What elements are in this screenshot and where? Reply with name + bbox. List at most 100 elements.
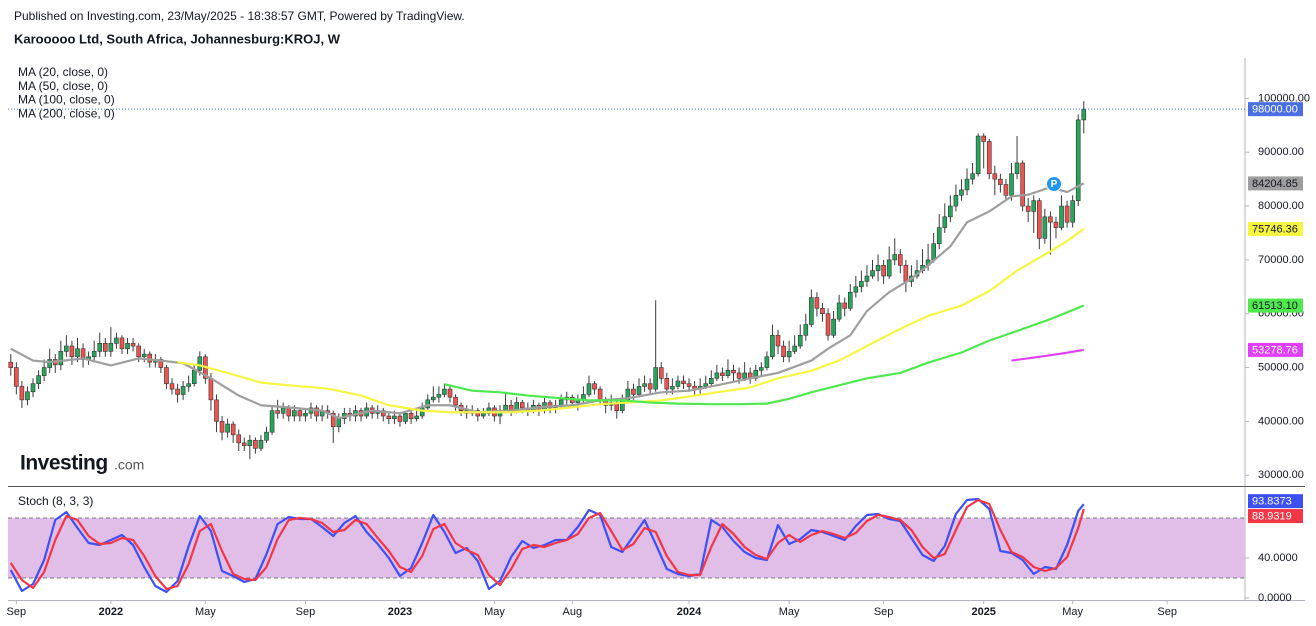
- x-tick-label: 2022: [99, 606, 123, 618]
- candle-body: [147, 353, 153, 363]
- candle-body: [41, 367, 47, 376]
- candle-body: [425, 399, 431, 409]
- candle-body: [141, 353, 147, 358]
- candle-body: [892, 254, 898, 261]
- logo-brand: Investing: [20, 452, 108, 475]
- candle-body: [442, 388, 447, 395]
- candle-body: [225, 423, 230, 433]
- candle-body: [397, 415, 403, 422]
- x-tick-label: May: [1062, 606, 1083, 618]
- last-value-box: [1248, 102, 1303, 117]
- legend-entry: MA (200, close, 0): [18, 106, 115, 120]
- candle-body: [770, 334, 775, 358]
- y-tick-label: 80000.00: [1258, 200, 1304, 212]
- event-marker: [1046, 176, 1062, 192]
- last-value-box: [1248, 494, 1303, 509]
- candle-body: [759, 367, 764, 371]
- last-value-label: 93.8373: [1252, 496, 1292, 508]
- candle-body: [214, 399, 219, 422]
- candle-body: [208, 378, 214, 401]
- candle-body: [708, 378, 714, 385]
- last-value-label: 88.9319: [1252, 510, 1292, 522]
- candle-body: [297, 410, 303, 417]
- last-value-box: [1248, 298, 1303, 313]
- legend-entry: MA (100, close, 0): [18, 93, 115, 107]
- candle-body: [253, 439, 258, 449]
- candle-body: [725, 369, 731, 376]
- y-tick-label: 70000.00: [1258, 254, 1304, 266]
- candle-body: [658, 367, 664, 379]
- candle-body: [191, 369, 197, 385]
- candle-body: [386, 415, 392, 420]
- candle-body: [1064, 205, 1070, 223]
- candle-body: [47, 359, 52, 368]
- last-value-box: [1248, 509, 1303, 524]
- y-tick-label: 0.0000: [1258, 592, 1292, 604]
- moving-average-line: [444, 304, 1085, 406]
- last-value-label: 75746.36: [1252, 223, 1298, 235]
- candle-body: [241, 442, 247, 446]
- candle-body: [831, 318, 836, 336]
- candle-body: [720, 372, 725, 376]
- candle-body: [786, 351, 792, 358]
- candle-body: [886, 259, 892, 277]
- candle-body: [781, 345, 786, 358]
- candle-body: [792, 345, 797, 352]
- candle-body: [948, 205, 953, 218]
- candle-body: [675, 380, 681, 387]
- candle-body: [1048, 216, 1053, 223]
- candle-body: [180, 386, 186, 395]
- candle-body: [642, 383, 647, 387]
- legend-entry: MA (20, close, 0): [18, 65, 108, 79]
- candle-body: [870, 270, 875, 277]
- candle-body: [881, 264, 886, 277]
- x-tick-label: May: [484, 606, 505, 618]
- candle-body: [58, 351, 64, 366]
- last-value-box: [1248, 221, 1303, 236]
- candle-body: [108, 343, 114, 352]
- published-note: Published on Investing.com, 23/May/2025 …: [14, 9, 465, 23]
- candle-body: [64, 345, 69, 352]
- candle-body: [8, 361, 14, 368]
- x-tick-label: May: [195, 606, 216, 618]
- candle-body: [859, 281, 864, 288]
- candle-body: [1053, 221, 1059, 228]
- candle-body: [820, 308, 825, 315]
- candle-body: [392, 415, 397, 420]
- last-value-box: [1248, 342, 1303, 357]
- candle-body: [286, 407, 292, 417]
- candle-body: [119, 337, 125, 350]
- x-tick-label: Aug: [563, 606, 583, 618]
- candle-body: [1031, 200, 1037, 212]
- candle-body: [19, 386, 25, 401]
- candle-body: [247, 439, 253, 446]
- y-tick-label: 50000.00: [1258, 361, 1304, 373]
- candle-body: [1036, 200, 1042, 239]
- candle-body: [419, 407, 425, 417]
- candle-body: [97, 343, 103, 352]
- candle-body: [898, 254, 903, 266]
- candle-body: [975, 135, 981, 175]
- candle-body: [14, 367, 19, 387]
- candle-body: [597, 388, 603, 401]
- last-value-box: [1248, 176, 1303, 191]
- candle-body: [670, 386, 675, 390]
- candle-body: [1081, 108, 1087, 121]
- last-value-label: 61513.10: [1252, 300, 1298, 312]
- last-value-label: 98000.00: [1252, 104, 1298, 116]
- candle-body: [970, 173, 975, 180]
- y-tick-label: 40.0000: [1258, 552, 1298, 564]
- candle-body: [75, 348, 80, 358]
- candle-body: [219, 421, 225, 433]
- candle-body: [953, 194, 959, 207]
- candle-body: [264, 431, 269, 441]
- candle-body: [91, 351, 97, 358]
- candle-body: [936, 227, 942, 245]
- candle-body: [775, 334, 781, 347]
- candle-body: [809, 297, 814, 325]
- candle-body: [714, 372, 720, 379]
- candle-body: [764, 356, 770, 368]
- stoch-line: [9, 498, 1085, 591]
- chart-title: Karooooo Ltd, South Africa, Johannesburg…: [14, 31, 341, 46]
